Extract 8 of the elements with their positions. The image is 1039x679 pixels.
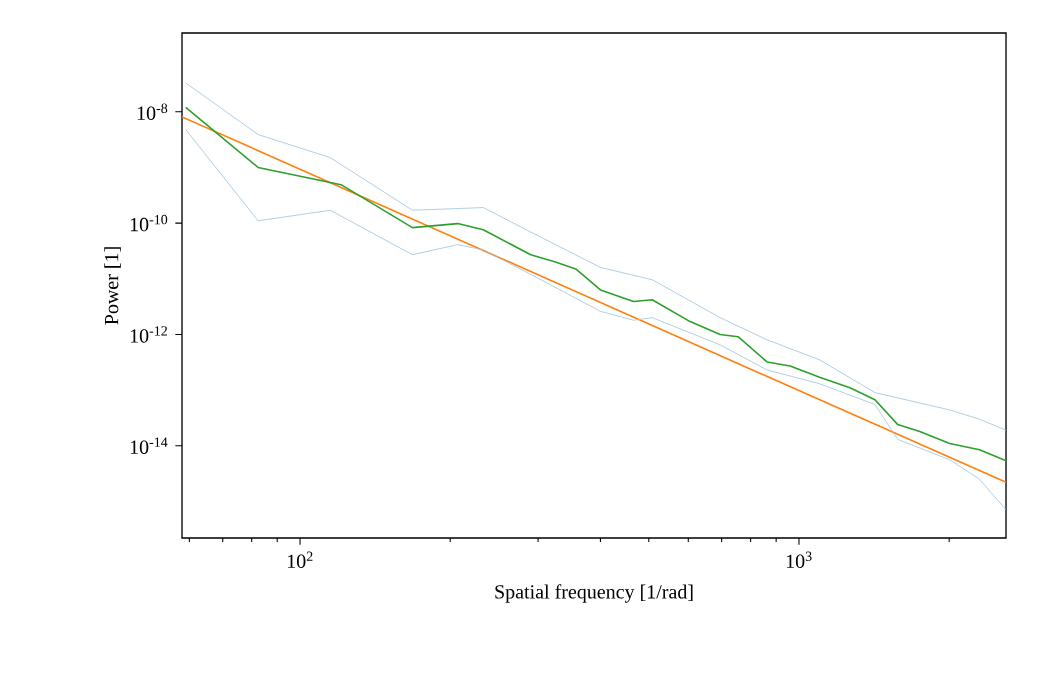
x-axis-title: Spatial frequency [1/rad] [495, 584, 693, 603]
y-tick-label: 10$^{-12}$ [130, 326, 167, 343]
y-axis-title: Power [1] [104, 247, 121, 325]
y-tick-label: 10$^{-10}$ [130, 214, 168, 232]
x-tick-label: 10$^{3}$ [786, 551, 812, 569]
y-tick-label: 10$^{-8}$ [137, 103, 168, 120]
y-tick-label: 10$^{-14}$ [130, 437, 168, 454]
x-tick-label: 10$^{2}$ [287, 551, 313, 569]
